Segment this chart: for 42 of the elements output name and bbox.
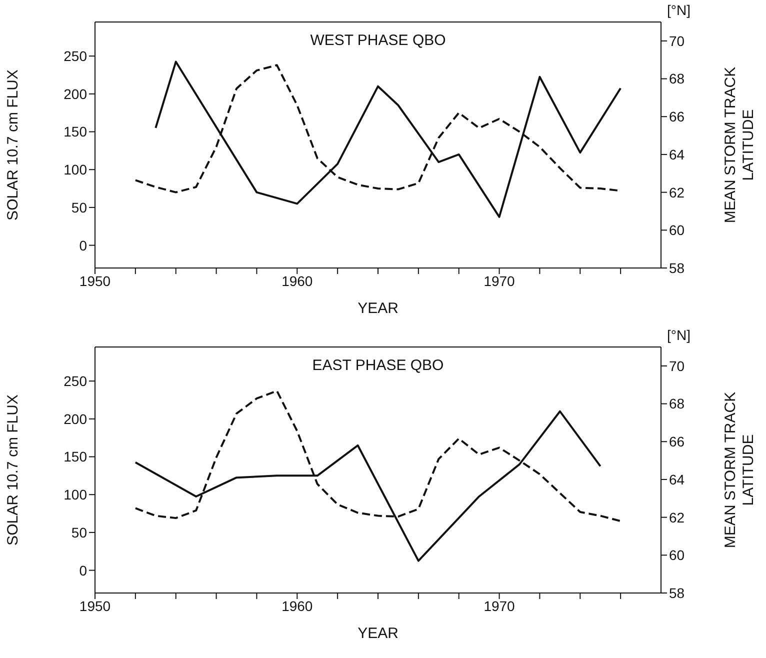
y2-tick-label: 68 bbox=[669, 70, 685, 87]
x-tick-label: 1950 bbox=[79, 272, 111, 289]
y2-tick-label: 70 bbox=[669, 358, 685, 374]
y-tick-label: 150 bbox=[64, 124, 88, 140]
x-tick-label: 1950 bbox=[79, 598, 111, 614]
y2-tick-label: 58 bbox=[669, 584, 685, 601]
x-tick-label: 1960 bbox=[282, 598, 313, 614]
y2-tick-label: 66 bbox=[669, 108, 685, 125]
text: [°N] bbox=[667, 2, 690, 18]
y-tick-label: 250 bbox=[64, 48, 88, 64]
y-axis-title: SOLAR 10.7 cm FLUX bbox=[4, 394, 22, 546]
y2-axis-title: MEAN STORM TRACK LATITUDE bbox=[722, 392, 757, 548]
x-tick-label: 1970 bbox=[484, 598, 516, 614]
y-tick-label: 100 bbox=[64, 486, 88, 503]
x-axis-title: YEAR bbox=[358, 625, 399, 642]
x-tick-label: 1960 bbox=[282, 272, 313, 289]
x-tick-label: 1970 bbox=[484, 272, 516, 289]
y-tick-label: 0 bbox=[79, 237, 88, 254]
y-tick-label: 200 bbox=[64, 86, 88, 102]
y2-tick-label: 64 bbox=[669, 146, 685, 162]
y-tick-label: 200 bbox=[64, 410, 88, 427]
y-tick-label: 0 bbox=[79, 562, 88, 578]
y2-tick-label: 64 bbox=[669, 471, 685, 488]
text: [°N] bbox=[667, 327, 690, 343]
y2-axis-title: MEAN STORM TRACK LATITUDE bbox=[722, 66, 757, 224]
y2-tick-label: 60 bbox=[669, 547, 685, 564]
text: EAST PHASE QBO bbox=[311, 357, 445, 374]
y-tick-label: 250 bbox=[64, 373, 88, 390]
y2-tick-label: 60 bbox=[669, 222, 685, 238]
y2-tick-label: 58 bbox=[669, 260, 685, 276]
y-tick-label: 150 bbox=[64, 448, 88, 465]
y2-tick-label: 70 bbox=[669, 32, 685, 49]
y-tick-label: 50 bbox=[71, 199, 88, 216]
y2-tick-label: 66 bbox=[669, 434, 685, 450]
y2-tick-label: 62 bbox=[669, 184, 685, 200]
x-axis-title: YEAR bbox=[358, 300, 399, 317]
y-tick-label: 100 bbox=[64, 162, 88, 178]
y2-tick-label: 62 bbox=[669, 509, 685, 526]
y-axis-title: SOLAR 10.7 cm FLUX bbox=[4, 70, 22, 220]
y-tick-label: 50 bbox=[71, 524, 88, 540]
y2-tick-label: 68 bbox=[669, 396, 685, 412]
text: WEST PHASE QBO bbox=[309, 32, 447, 49]
